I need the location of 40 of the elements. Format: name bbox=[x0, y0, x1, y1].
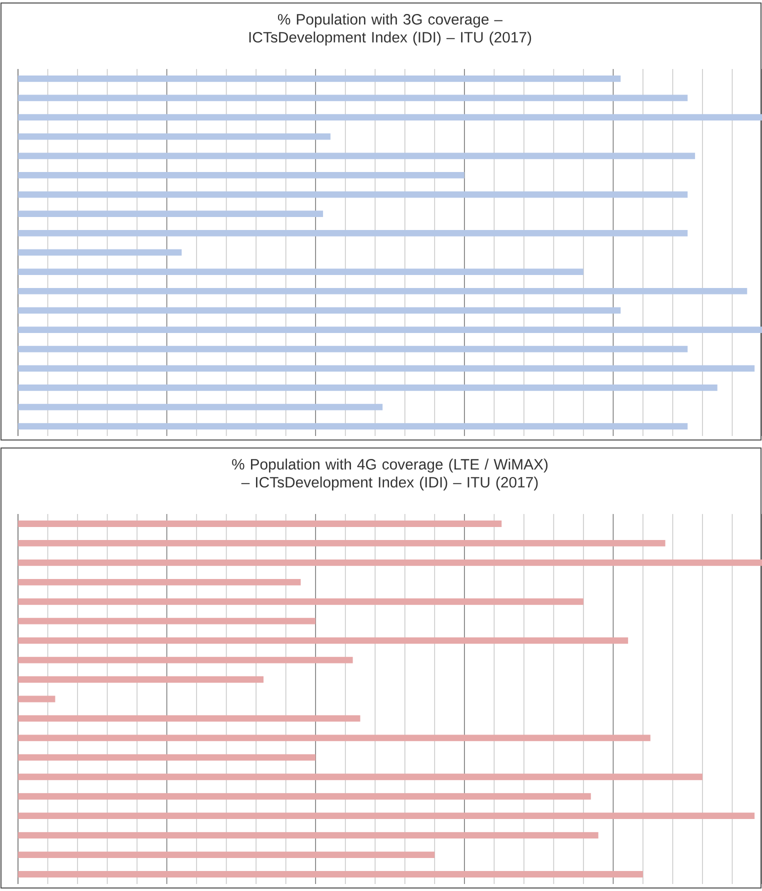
bar bbox=[18, 774, 702, 780]
bar bbox=[18, 832, 598, 839]
bar bbox=[18, 365, 755, 372]
bar bbox=[18, 754, 316, 761]
bar bbox=[18, 734, 650, 742]
bar bbox=[18, 871, 643, 878]
bar bbox=[18, 852, 435, 858]
bar bbox=[18, 133, 330, 140]
bar bbox=[18, 326, 762, 333]
bar bbox=[18, 288, 748, 294]
bar bbox=[18, 172, 464, 178]
bar bbox=[18, 559, 762, 566]
bar bbox=[18, 75, 621, 82]
bar bbox=[18, 812, 755, 820]
bar bbox=[18, 230, 688, 236]
bar bbox=[18, 114, 762, 120]
bar bbox=[18, 696, 56, 702]
bar bbox=[18, 578, 301, 586]
bar bbox=[18, 540, 666, 546]
bar bbox=[18, 715, 360, 722]
bar bbox=[18, 793, 591, 800]
chart-title: % Population with 3G coverage – ICTsDevelopment Index (IDI) – ITU (2017) bbox=[249, 14, 532, 46]
bar bbox=[18, 423, 688, 430]
bar bbox=[18, 384, 718, 391]
bar bbox=[18, 94, 688, 102]
chart-title: % Population with 4G coverage (LTE / WiMAX) – ICTsDevelopment Index (IDI) – ITU (2017) bbox=[232, 458, 548, 490]
bar bbox=[18, 210, 324, 218]
bar bbox=[18, 618, 316, 624]
bar bbox=[18, 637, 628, 644]
bar bbox=[18, 346, 688, 352]
bar bbox=[18, 404, 383, 410]
bar bbox=[18, 249, 182, 256]
bar bbox=[18, 520, 502, 527]
bar bbox=[18, 268, 584, 275]
bar bbox=[18, 307, 621, 314]
bar bbox=[18, 152, 696, 160]
bar bbox=[18, 676, 264, 683]
bar bbox=[18, 191, 688, 198]
bar bbox=[18, 598, 584, 605]
bar bbox=[18, 656, 353, 664]
